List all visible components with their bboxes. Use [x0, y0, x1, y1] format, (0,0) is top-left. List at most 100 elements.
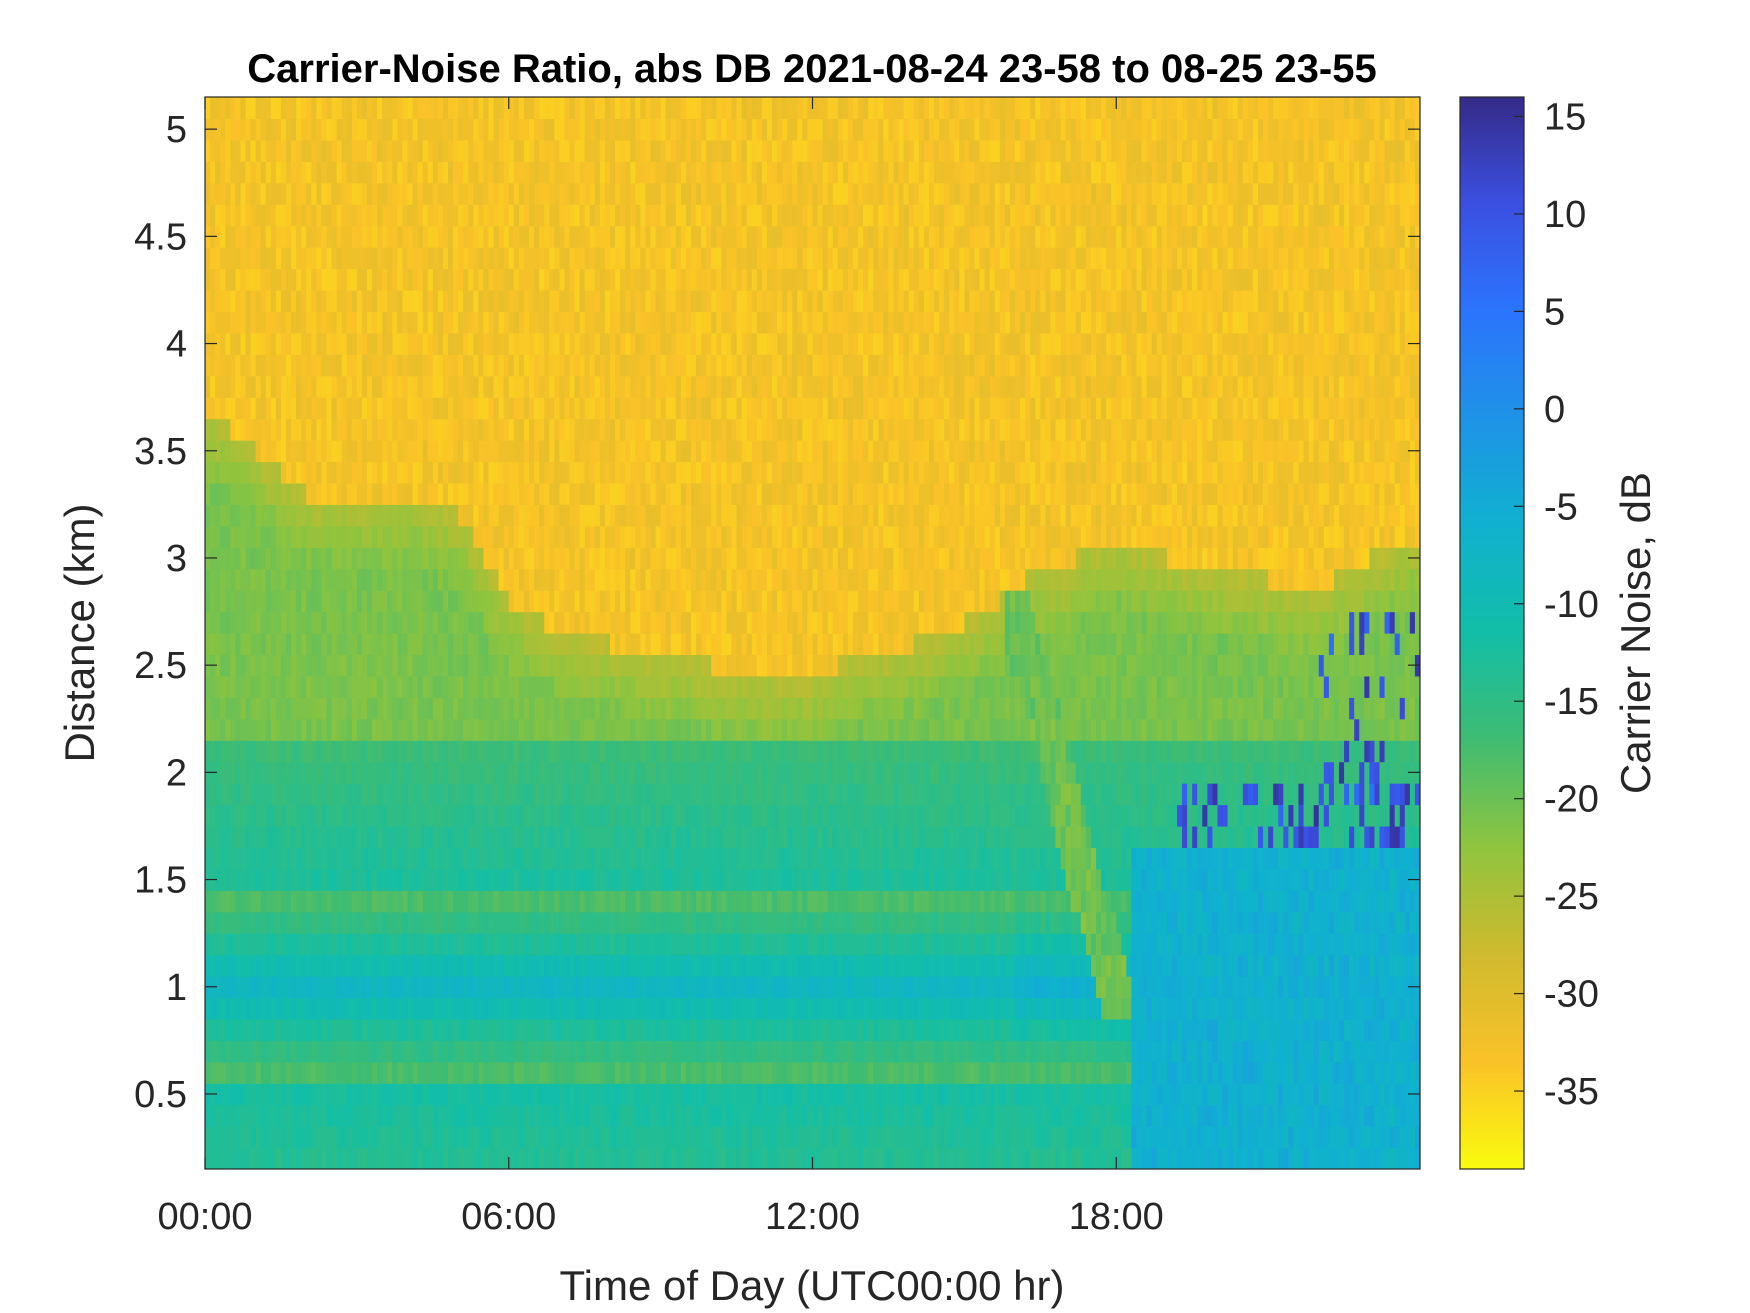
- heatmap-cell: [432, 289, 439, 312]
- heatmap-cell: [205, 697, 211, 720]
- heatmap-cell: [625, 890, 631, 913]
- heatmap-cell: [559, 268, 566, 291]
- heatmap-cell: [523, 1083, 530, 1106]
- heatmap-cell: [351, 847, 358, 870]
- heatmap-cell: [377, 976, 383, 999]
- heatmap-cell: [427, 268, 434, 291]
- heatmap-cell: [240, 1104, 247, 1127]
- heatmap-cell: [265, 718, 272, 741]
- heatmap-cell: [529, 611, 535, 634]
- heatmap-cell: [382, 675, 388, 698]
- heatmap-cell: [655, 633, 662, 656]
- heatmap-cell: [665, 375, 672, 398]
- heatmap-cell: [559, 761, 566, 784]
- heatmap-cell: [564, 740, 571, 763]
- heatmap-cell: [468, 1018, 474, 1041]
- heatmap-cell: [346, 697, 353, 720]
- heatmap-cell: [260, 182, 267, 205]
- heatmap-cell: [306, 268, 312, 291]
- heatmap-cell: [706, 418, 712, 441]
- heatmap-cell: [670, 1018, 677, 1041]
- heatmap-cell: [316, 1126, 323, 1149]
- heatmap-cell: [569, 718, 576, 741]
- heatmap-cell: [599, 568, 606, 591]
- heatmap-cell: [579, 97, 586, 120]
- heatmap-cell: [296, 482, 302, 505]
- heatmap-cell: [610, 847, 616, 870]
- heatmap-cell: [296, 976, 302, 999]
- heatmap-cell: [265, 118, 272, 141]
- heatmap-cell: [220, 268, 226, 291]
- heatmap-cell: [630, 976, 636, 999]
- heatmap-cell: [635, 697, 641, 720]
- heatmap-cell: [331, 783, 338, 806]
- heatmap-cell: [701, 397, 707, 420]
- heatmap-cell: [670, 740, 677, 763]
- heatmap-cell: [311, 247, 317, 270]
- heatmap-cell: [245, 504, 252, 527]
- heatmap-cell: [402, 418, 409, 441]
- heatmap-cell: [468, 718, 474, 741]
- heatmap-cell: [645, 161, 652, 184]
- heatmap-cell: [280, 997, 287, 1020]
- heatmap-cell: [625, 868, 631, 891]
- heatmap-cell: [468, 933, 474, 956]
- heatmap-cell: [215, 375, 221, 398]
- heatmap-cell: [650, 954, 657, 977]
- heatmap-cell: [534, 847, 540, 870]
- heatmap-cell: [529, 911, 535, 934]
- heatmap-cell: [422, 675, 429, 698]
- heatmap-cell: [306, 740, 312, 763]
- heatmap-cell: [225, 868, 231, 891]
- heatmap-cell: [534, 161, 540, 184]
- heatmap-cell: [529, 1040, 535, 1063]
- heatmap-cell: [427, 97, 434, 120]
- heatmap-cell: [513, 504, 520, 527]
- heatmap-cell: [240, 825, 247, 848]
- heatmap-cell: [488, 247, 495, 270]
- heatmap-cell: [650, 783, 657, 806]
- heatmap-cell: [367, 654, 373, 677]
- heatmap-cell: [544, 804, 550, 827]
- heatmap-cell: [523, 1126, 530, 1149]
- heatmap-cell: [691, 718, 697, 741]
- heatmap-cell: [615, 675, 621, 698]
- heatmap-cell: [574, 804, 581, 827]
- heatmap-cell: [301, 504, 307, 527]
- heatmap-cell: [265, 847, 272, 870]
- heatmap-cell: [437, 504, 444, 527]
- heatmap-cell: [513, 997, 520, 1020]
- heatmap-cell: [620, 482, 626, 505]
- heatmap-cell: [437, 675, 444, 698]
- heatmap-cell: [311, 225, 317, 248]
- heatmap-cell: [610, 740, 616, 763]
- heatmap-cell: [382, 761, 388, 784]
- heatmap-cell: [270, 440, 277, 463]
- heatmap-cell: [534, 911, 540, 934]
- heatmap-cell: [448, 1018, 454, 1041]
- heatmap-cell: [630, 332, 636, 355]
- heatmap-cell: [372, 633, 378, 656]
- heatmap-cell: [301, 97, 307, 120]
- heatmap-cell: [660, 847, 667, 870]
- heatmap-cell: [432, 397, 439, 420]
- heatmap-cell: [336, 568, 343, 591]
- heatmap-cell: [336, 804, 343, 827]
- heatmap-cell: [696, 225, 702, 248]
- heatmap-cell: [589, 654, 596, 677]
- heatmap-cell: [458, 504, 464, 527]
- heatmap-cell: [321, 1061, 328, 1084]
- heatmap-cell: [225, 697, 231, 720]
- heatmap-cell: [696, 139, 702, 162]
- heatmap-cell: [610, 1104, 616, 1127]
- heatmap-cell: [589, 418, 596, 441]
- heatmap-cell: [706, 311, 712, 334]
- heatmap-cell: [660, 868, 667, 891]
- heatmap-cell: [584, 482, 591, 505]
- heatmap-cell: [372, 804, 378, 827]
- heatmap-cell: [412, 783, 419, 806]
- heatmap-cell: [427, 418, 434, 441]
- heatmap-cell: [691, 375, 697, 398]
- heatmap-cell: [351, 868, 358, 891]
- heatmap-cell: [341, 933, 348, 956]
